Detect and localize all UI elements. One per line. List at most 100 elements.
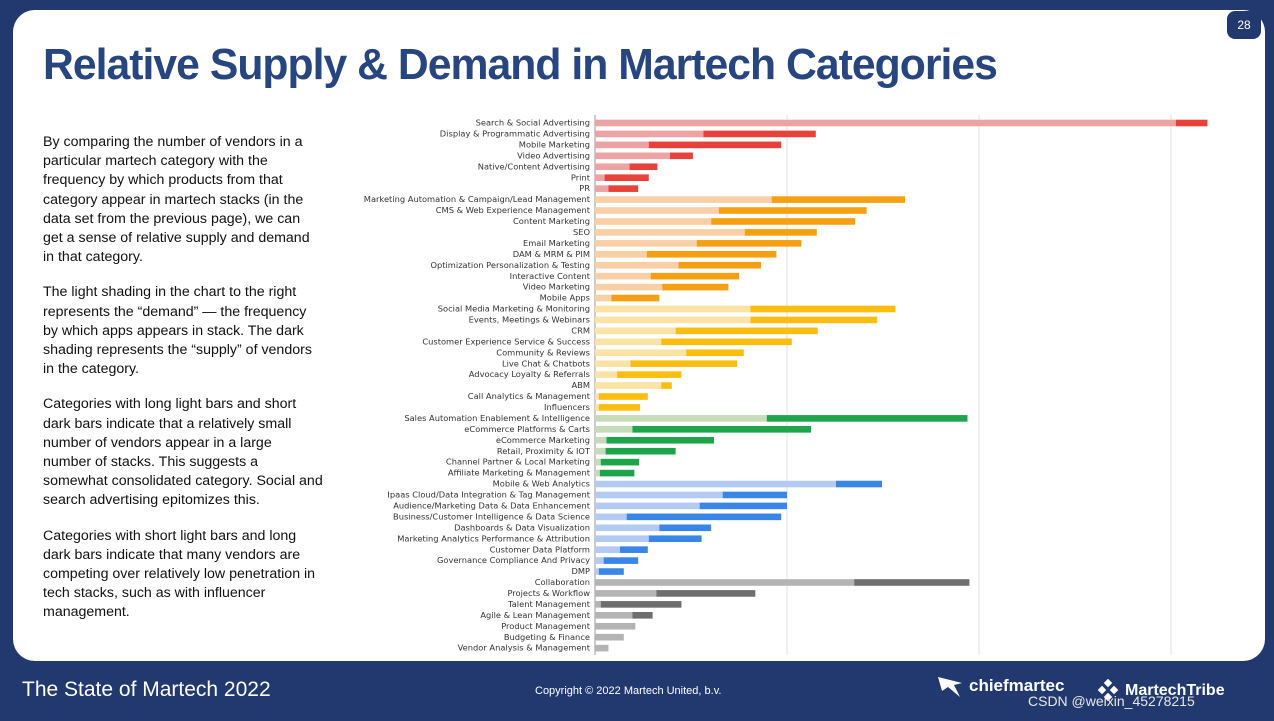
description-paragraph: The light shading in the chart to the ri…	[43, 284, 312, 378]
supply-bar	[744, 229, 817, 236]
supply-bar	[648, 535, 702, 543]
description: By comparing the number of vendors in a …	[43, 133, 323, 639]
demand-bar	[595, 185, 609, 192]
demand-bar	[595, 207, 719, 214]
supply-bar	[608, 185, 639, 192]
category-label: Projects & Workflow	[507, 588, 590, 598]
supply-bar	[598, 568, 624, 575]
supply-bar	[646, 250, 777, 258]
supply-bar	[686, 349, 744, 357]
supply-bar	[598, 404, 641, 411]
category-label: Collaboration	[535, 577, 590, 587]
demand-bar	[595, 535, 649, 543]
category-label: Talent Management	[507, 599, 591, 609]
category-label: Audience/Marketing Data & Data Enhanceme…	[393, 501, 591, 511]
category-label: Call Analytics & Management	[468, 391, 591, 401]
demand-bar	[595, 327, 676, 335]
supply-bar	[718, 207, 867, 214]
martechtribe-logo-text: MartechTribe	[1125, 682, 1225, 699]
demand-bar	[595, 272, 651, 280]
supply-bar	[703, 130, 816, 138]
demand-bar	[595, 404, 599, 411]
supply-bar	[669, 152, 693, 160]
supply-bar	[650, 272, 739, 280]
demand-bar	[595, 469, 600, 477]
demand-bar	[595, 480, 836, 488]
demand-bar	[595, 261, 679, 269]
page-number: 28	[1227, 11, 1261, 39]
demand-bar	[595, 196, 772, 203]
supply-bar	[678, 261, 762, 269]
category-label: Content Marketing	[513, 216, 590, 226]
category-label: Marketing Analytics Performance & Attrib…	[397, 533, 590, 543]
demand-bar	[595, 174, 605, 181]
demand-bar	[595, 393, 599, 400]
category-label: Live Chat & Chatbots	[502, 358, 590, 368]
chiefmartec-logo-text: chiefmartec	[969, 676, 1065, 695]
demand-bar	[595, 426, 633, 433]
demand-bar	[595, 283, 663, 291]
demand-bar	[595, 546, 620, 553]
category-label: CMS & Web Experience Management	[436, 205, 591, 215]
category-label: eCommerce Platforms & Carts	[464, 424, 590, 434]
supply-bar	[600, 458, 640, 466]
supply-bar	[605, 447, 676, 455]
martechtribe-diamond-icon	[1097, 679, 1119, 702]
supply-bar	[630, 360, 738, 367]
demand-bar	[595, 458, 601, 466]
description-paragraph: Categories with short light bars and lon…	[43, 527, 316, 621]
supply-bar	[771, 196, 906, 203]
demand-bar	[595, 513, 627, 521]
demand-bar	[595, 415, 767, 422]
demand-bar	[595, 436, 607, 444]
category-label: Business/Customer Intelligence & Data Sc…	[393, 511, 590, 521]
demand-bar	[595, 644, 609, 652]
category-label: Native/Content Advertising	[478, 161, 590, 171]
supply-bar	[675, 327, 818, 335]
demand-bar	[595, 294, 612, 302]
category-label: Governance Compliance And Privacy	[437, 555, 590, 565]
demand-bar	[595, 622, 636, 630]
category-label: Email Marketing	[523, 238, 590, 248]
category-label: Mobile Marketing	[519, 139, 590, 149]
supply-bar	[750, 305, 896, 313]
category-label: Affiliate Marketing & Management	[448, 468, 591, 478]
supply-bar	[854, 579, 970, 586]
demand-bar	[595, 491, 723, 499]
demand-bar	[595, 338, 662, 346]
demand-bar	[595, 568, 599, 575]
category-label: Social Media Marketing & Monitoring	[438, 304, 590, 314]
category-label: DAM & MRM & PIM	[513, 249, 590, 259]
category-label: Events, Meetings & Webinars	[469, 315, 590, 325]
demand-bar	[595, 130, 704, 138]
supply-bar	[722, 491, 787, 499]
category-label: Search & Social Advertising	[476, 118, 590, 128]
demand-bar	[595, 502, 700, 510]
category-label: PR	[579, 183, 590, 193]
demand-bar	[595, 590, 657, 597]
supply-bar	[750, 316, 878, 324]
demand-bar	[595, 382, 662, 389]
supply-bar	[766, 415, 968, 422]
demand-bar	[595, 141, 649, 149]
category-label: Video Advertising	[517, 150, 590, 160]
demand-bar	[595, 557, 604, 564]
category-label: Marketing Automation & Campaign/Lead Man…	[364, 194, 591, 204]
supply-bar	[626, 513, 782, 521]
supply-bar	[632, 426, 811, 433]
supply-bar	[656, 590, 756, 597]
category-label: Vendor Analysis & Management	[458, 643, 591, 653]
supply-bar	[711, 218, 856, 225]
category-label: Retail, Proximity & IOT	[497, 446, 591, 456]
supply-bar	[619, 546, 648, 553]
category-label: Ipaas Cloud/Data Integration & Tag Manag…	[387, 490, 590, 500]
demand-bar	[595, 601, 601, 608]
category-label: Optimization Personalization & Testing	[430, 260, 590, 270]
supply-bar	[835, 480, 883, 488]
category-label: Customer Experience Service & Success	[422, 336, 590, 346]
category-label: Mobile & Web Analytics	[493, 479, 590, 489]
supply-bar	[699, 502, 787, 510]
demand-bar	[595, 250, 647, 258]
demand-bar	[595, 218, 712, 225]
supply-bar	[659, 524, 712, 532]
